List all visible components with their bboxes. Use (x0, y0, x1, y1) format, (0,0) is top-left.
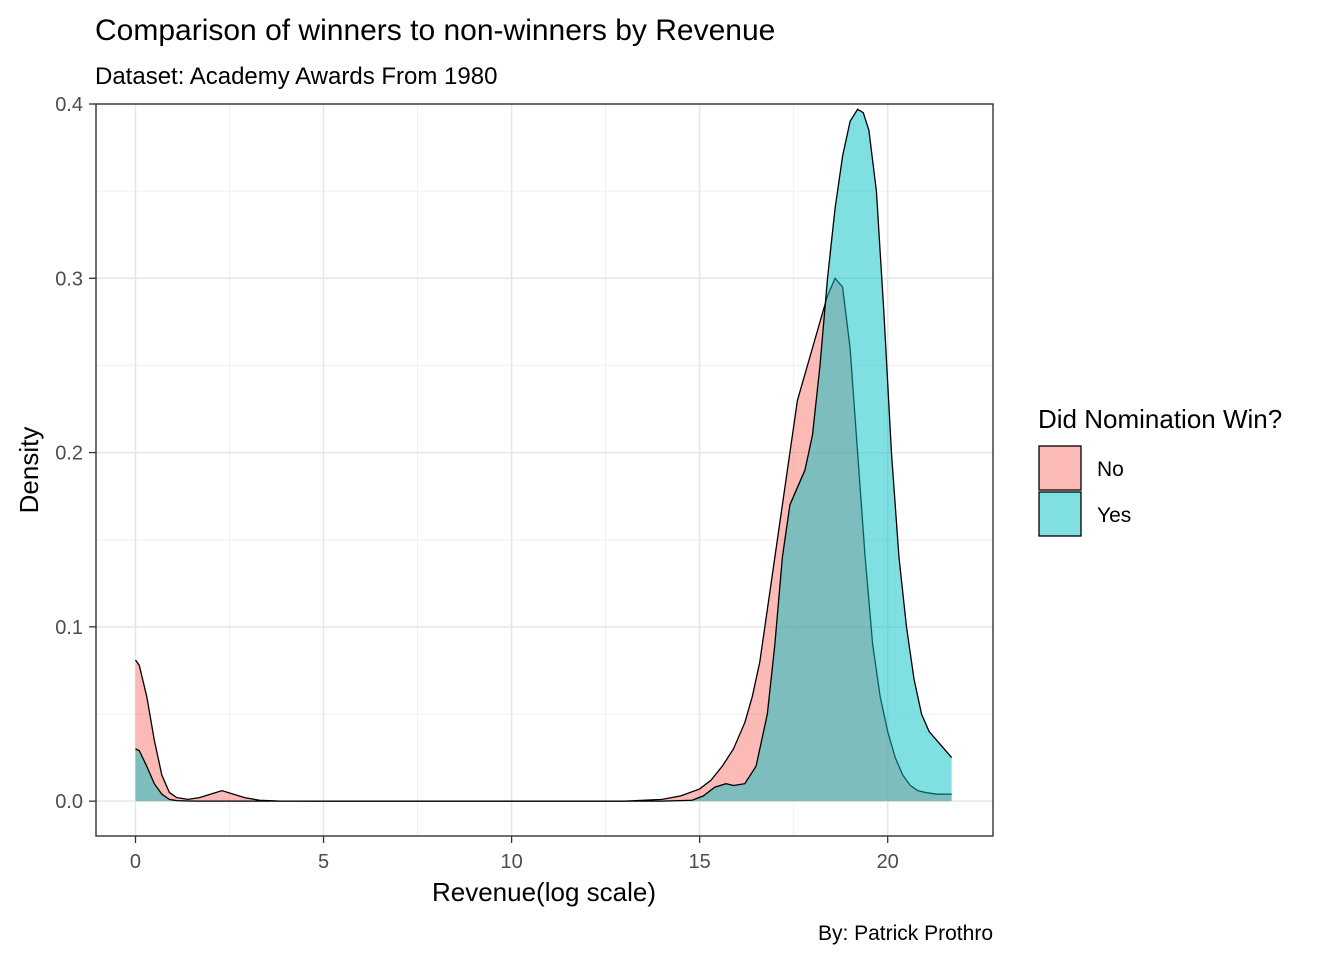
legend-item-yes: Yes (1038, 491, 1131, 537)
y-axis: 0.0 0.1 0.2 0.3 0.4 (55, 94, 96, 813)
series-layer (134, 108, 953, 802)
legend-item-no: No (1038, 445, 1124, 491)
x-tick-label: 5 (318, 851, 329, 873)
y-tick-label: 0.4 (55, 94, 83, 116)
x-tick-label: 10 (500, 851, 522, 873)
y-axis-label: Density (14, 427, 44, 514)
legend: Did Nomination Win? No Yes (1038, 404, 1282, 537)
y-tick-label: 0.3 (55, 268, 83, 290)
legend-items: No Yes (1038, 445, 1131, 537)
chart-title: Comparison of winners to non-winners by … (95, 14, 775, 47)
x-tick-label: 15 (689, 851, 711, 873)
y-tick-label: 0.2 (55, 443, 83, 465)
legend-item-label: Yes (1097, 504, 1131, 527)
density-line-yes (135, 108, 953, 802)
x-axis: 0 5 10 15 20 (130, 836, 899, 873)
x-axis-label: Revenue(log scale) (432, 877, 656, 907)
plot-panel (95, 103, 994, 837)
x-tick-label: 0 (130, 851, 141, 873)
chart-subtitle: Dataset: Academy Awards From 1980 (95, 63, 497, 90)
x-tick-label: 20 (877, 851, 899, 873)
y-tick-label: 0.1 (55, 617, 83, 639)
legend-key-swatch (1038, 491, 1082, 537)
y-tick-label: 0.0 (55, 791, 83, 813)
legend-item-label: No (1097, 458, 1124, 481)
legend-title: Did Nomination Win? (1038, 404, 1282, 434)
chart-caption: By: Patrick Prothro (818, 922, 993, 945)
density-area-yes (135, 109, 952, 802)
legend-key-swatch (1038, 445, 1082, 491)
plot-border (95, 103, 994, 837)
